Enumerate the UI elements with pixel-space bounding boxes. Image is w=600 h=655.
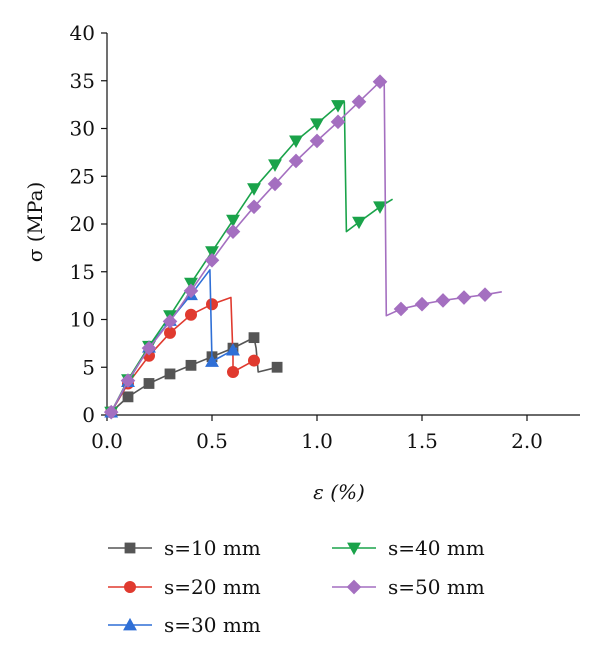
data-point	[330, 114, 346, 130]
y-tick-label: 35	[70, 69, 95, 93]
data-point	[122, 391, 134, 403]
legend-marker	[124, 542, 136, 554]
data-point	[164, 368, 176, 380]
legend-label: s=40 mm	[388, 536, 485, 560]
data-point	[310, 118, 324, 131]
x-tick-label: 1.5	[406, 429, 438, 453]
legend-marker	[124, 581, 137, 594]
data-point	[309, 133, 325, 149]
y-tick-label: 0	[82, 403, 95, 427]
legend-marker	[347, 542, 361, 556]
legend: s=10 mm s=20 mm s=30 mm s=40 mm s=50 mm	[108, 536, 485, 637]
legend-item: s=40 mm	[332, 536, 485, 560]
data-point	[225, 224, 241, 239]
y-tick-label: 15	[70, 260, 95, 284]
data-point	[289, 135, 303, 148]
y-tick-label: 20	[70, 212, 95, 236]
data-point	[205, 246, 219, 259]
x-tick-label: 2.0	[511, 429, 543, 453]
data-point	[435, 293, 451, 308]
data-point	[267, 176, 283, 192]
data-point	[247, 183, 261, 196]
series-5	[103, 74, 502, 420]
data-point	[393, 301, 409, 317]
data-point	[271, 361, 283, 373]
series-line	[110, 80, 502, 413]
data-point	[226, 214, 240, 228]
y-tick-label: 25	[70, 164, 95, 188]
y-tick-label: 10	[70, 308, 95, 332]
data-point	[248, 332, 260, 344]
legend-item: s=30 mm	[108, 613, 261, 637]
data-point	[226, 342, 240, 356]
data-point	[143, 378, 155, 389]
data-point	[162, 314, 178, 329]
series-line	[110, 336, 278, 413]
data-point	[183, 283, 199, 299]
legend-label: s=30 mm	[164, 613, 261, 637]
data-point	[205, 354, 219, 367]
data-point	[373, 201, 387, 214]
data-point	[477, 287, 493, 302]
data-point	[372, 74, 388, 90]
legend-label: s=50 mm	[388, 575, 485, 599]
y-tick-label: 40	[70, 21, 95, 45]
x-tick-label: 0.0	[91, 429, 123, 453]
x-axis-label: ε (%)	[313, 480, 365, 504]
legend-label: s=20 mm	[164, 575, 261, 599]
data-point	[351, 94, 367, 110]
data-point	[331, 100, 345, 113]
legend-item: s=10 mm	[108, 536, 261, 560]
data-point	[141, 340, 157, 356]
legend-marker	[346, 579, 362, 595]
legend-item: s=20 mm	[108, 575, 261, 599]
legend-label: s=10 mm	[164, 536, 261, 560]
data-point	[184, 308, 197, 321]
data-point	[103, 404, 119, 420]
x-tick-label: 1.0	[301, 429, 333, 453]
x-tick-label: 0.5	[196, 429, 228, 453]
data-point	[288, 153, 304, 169]
y-tick-label: 5	[82, 355, 95, 379]
legend-item: s=50 mm	[332, 575, 485, 599]
data-point	[247, 354, 260, 367]
y-tick-label: 30	[70, 117, 95, 141]
series-4	[104, 100, 394, 420]
data-point	[414, 296, 430, 312]
y-axis-label: σ (MPa)	[23, 182, 47, 263]
axes: 0 5 10 15 20 25 30 35 40 0.0 0.5 1.0 1.5 2.0	[70, 21, 580, 453]
series-line	[110, 268, 238, 413]
data-point	[205, 298, 218, 311]
plot-area	[103, 74, 502, 420]
legend-marker	[123, 617, 137, 631]
data-point	[226, 366, 239, 379]
data-point	[204, 252, 220, 268]
data-point	[246, 199, 262, 215]
data-point	[185, 359, 197, 371]
data-point	[268, 159, 282, 172]
data-point	[120, 373, 136, 388]
data-point	[456, 290, 472, 305]
data-point	[163, 326, 176, 339]
data-point	[352, 216, 366, 230]
